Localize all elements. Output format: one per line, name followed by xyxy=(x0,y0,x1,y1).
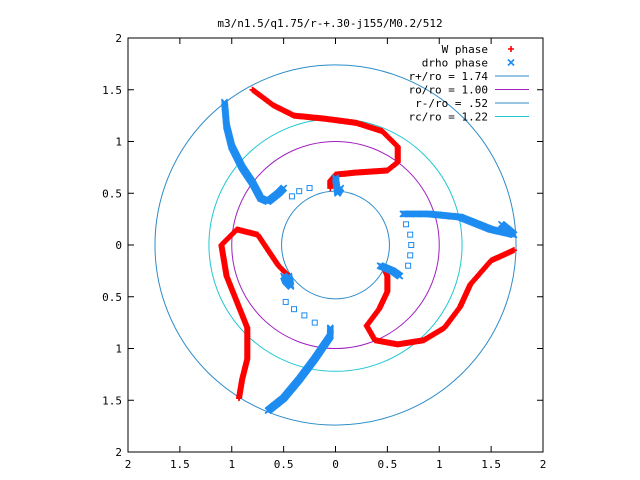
legend-w-phase-marker xyxy=(508,46,514,52)
y-tick-label: 1.5 xyxy=(102,394,122,407)
drho-phase-point xyxy=(326,325,334,333)
drho-phase-point xyxy=(306,185,313,192)
drho-phase-point xyxy=(396,272,404,280)
y-tick-label: 0.5 xyxy=(102,187,122,200)
drho-phase-point xyxy=(288,193,295,200)
circle-r-1 xyxy=(231,141,440,349)
drho-phase-point xyxy=(280,184,288,192)
drho-phase-point xyxy=(408,242,415,248)
legend-label: ro/ro = 1.00 xyxy=(409,84,488,97)
legend-label: rc/ro = 1.22 xyxy=(409,111,488,124)
x-tick-label: 2 xyxy=(540,458,547,471)
drho-phase-point xyxy=(291,306,297,313)
y-tick-label: 0.5 xyxy=(102,291,122,304)
drho-phase-point xyxy=(407,252,414,259)
drho-phase-point xyxy=(282,298,289,305)
drho-phase-point xyxy=(403,221,410,228)
x-tick-label: 1.5 xyxy=(481,458,501,471)
legend-label: W phase xyxy=(442,43,488,56)
x-tick-label: 0.5 xyxy=(274,458,294,471)
chart-title: m3/n1.5/q1.75/r-+.30-j155/M0.2/512 xyxy=(217,17,442,30)
circle-r-1-74 xyxy=(154,64,517,426)
y-tick-label: 1 xyxy=(115,343,122,356)
legend-label: r-/ro = .52 xyxy=(415,97,488,110)
x-tick-label: 0.5 xyxy=(377,458,397,471)
circle-r-0-52 xyxy=(281,190,390,300)
drho-phase-point xyxy=(326,324,334,332)
legend-label: drho phase xyxy=(422,57,488,70)
drho-phase-point xyxy=(337,184,345,192)
y-tick-label: 2 xyxy=(115,32,122,45)
y-tick-label: 0 xyxy=(115,239,122,252)
drho-phase-point xyxy=(311,319,318,326)
legend-drho-phase-marker xyxy=(507,58,515,67)
y-tick-label: 1.5 xyxy=(102,84,122,97)
drho-phase-point xyxy=(326,326,334,334)
drho-phase-point xyxy=(497,220,506,228)
drho-phase-point xyxy=(405,262,412,269)
y-tick-label: 2 xyxy=(115,446,122,459)
legend-label: r+/ro = 1.74 xyxy=(409,70,489,83)
y-tick-label: 1 xyxy=(115,136,122,149)
drho-phase-point xyxy=(296,188,303,195)
x-tick-label: 0 xyxy=(332,458,339,471)
series-marks xyxy=(218,86,518,415)
x-tick-label: 1 xyxy=(436,458,443,471)
w-phase-point xyxy=(327,185,334,192)
x-tick-label: 1 xyxy=(228,458,235,471)
drho-phase-point xyxy=(301,312,308,319)
x-tick-label: 2 xyxy=(125,458,132,471)
axes: 2 1.5 1 0.5 0 0.5 1 1.5 221.510.500.511.52 xyxy=(102,32,546,471)
drho-phase-point xyxy=(407,231,414,238)
w-phase-point xyxy=(236,395,243,402)
x-tick-label: 1.5 xyxy=(170,458,190,471)
drho-phase-point xyxy=(280,272,288,280)
